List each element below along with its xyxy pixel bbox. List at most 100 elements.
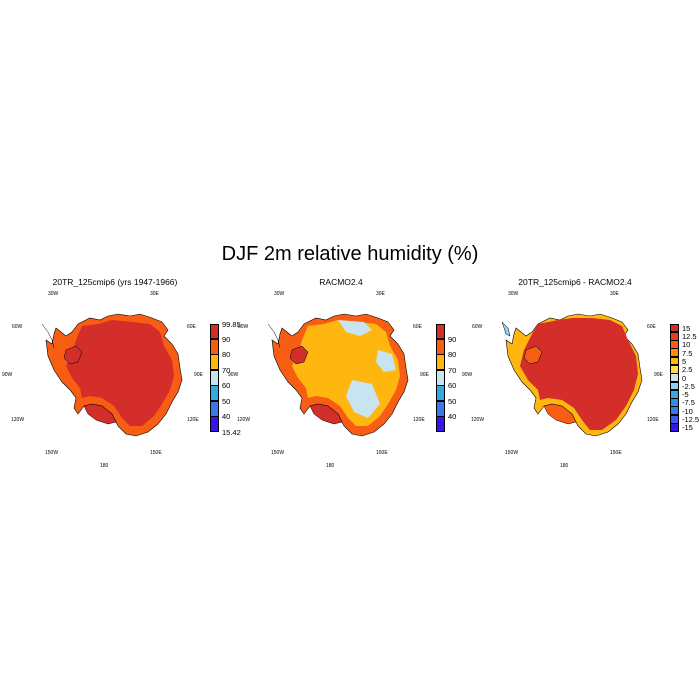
colorbar-segment [210, 400, 219, 417]
colorbar-label: 7.5 [682, 348, 693, 358]
colorbar-label: 99.85 [222, 319, 241, 329]
lon-label-90e: 90E [654, 372, 663, 378]
colorbar-segment [210, 385, 219, 402]
colorbar [210, 323, 219, 432]
colorbar-label: -12.5 [682, 415, 700, 425]
lon-label-60e: 60E [413, 324, 422, 330]
colorbar-label: 50 [448, 396, 457, 406]
lon-label-150w: 150W [505, 450, 519, 456]
panel-title: 20TR_125cmip6 - RACMO2.4 [518, 277, 632, 287]
map-panel-difference: 20TR_125cmip6 - RACMO2.4 30W 30E 60W 60E… [462, 272, 700, 472]
lon-label-120e: 120E [187, 417, 199, 423]
map-panel-model: 20TR_125cmip6 (yrs 1947-1966) 30W 30E 60… [2, 272, 243, 472]
lon-label-60w: 60W [472, 324, 483, 330]
lon-label-60e: 60E [187, 324, 196, 330]
colorbar-label: -2.5 [682, 381, 695, 391]
colorbar-label: 80 [448, 350, 457, 360]
colorbar-label: -7.5 [682, 398, 695, 408]
colorbar-label: 90 [448, 334, 457, 344]
ronne-ice-shelf [523, 345, 543, 365]
peninsula [267, 323, 281, 349]
colorbar-label: -10 [682, 406, 693, 416]
ross-ice-shelf [543, 403, 577, 425]
lon-label-60w: 60W [12, 324, 23, 330]
lon-label-90e: 90E [194, 372, 203, 378]
colorbar-segment [210, 416, 219, 432]
colorbar [670, 323, 679, 432]
colorbar-segment [436, 416, 445, 432]
colorbar-label: 5 [682, 356, 687, 366]
colorbar-label: 90 [222, 334, 231, 344]
colorbar-label: 40 [448, 412, 457, 422]
lon-label-90w: 90W [2, 372, 13, 378]
colorbar-label: 15 [682, 323, 691, 333]
lon-label-150w: 150W [271, 450, 285, 456]
colorbar-label: 80 [222, 350, 231, 360]
colorbar-segment [436, 338, 445, 355]
lon-label-180: 180 [560, 463, 569, 469]
ronne-ice-shelf [63, 345, 83, 365]
colorbar-label: -15 [682, 423, 693, 433]
colorbar-label: 50 [222, 396, 231, 406]
lon-label-60e: 60E [647, 324, 656, 330]
colorbar-label: 60 [222, 381, 231, 391]
lon-label-30e: 30E [150, 291, 159, 297]
panel-title: RACMO2.4 [319, 277, 363, 287]
lon-label-180: 180 [326, 463, 335, 469]
lon-label-150e: 150E [610, 450, 622, 456]
colorbar-segment [210, 323, 219, 340]
colorbar-segment [210, 369, 219, 386]
lon-label-150e: 150E [376, 450, 388, 456]
ross-ice-shelf [83, 403, 117, 425]
ronne-ice-shelf [289, 345, 309, 365]
lon-label-60w: 60W [238, 324, 249, 330]
lon-label-90w: 90W [462, 372, 473, 378]
light-blue-patch [376, 350, 396, 372]
colorbar-label: 2.5 [682, 365, 693, 375]
antarctica-map [501, 313, 643, 437]
colorbar-label: 10 [682, 340, 691, 350]
panel-title: 20TR_125cmip6 (yrs 1947-1966) [52, 277, 178, 287]
colorbar-label: 0 [682, 373, 687, 383]
figure-title: DJF 2m relative humidity (%) [221, 243, 479, 265]
lon-label-30w: 30W [48, 291, 59, 297]
lon-label-30e: 30E [376, 291, 385, 297]
interior-field [66, 320, 174, 426]
lon-label-90e: 90E [420, 372, 429, 378]
colorbar-label: 40 [222, 412, 231, 422]
colorbar-label: 60 [448, 381, 457, 391]
lon-label-150e: 150E [150, 450, 162, 456]
light-blue-patch [338, 320, 372, 336]
colorbar-segment [670, 423, 679, 432]
colorbar-segment [436, 400, 445, 417]
light-blue-patch [346, 380, 380, 418]
colorbar [436, 323, 445, 432]
peninsula-blue [501, 321, 511, 337]
lon-label-180: 180 [100, 463, 109, 469]
lon-label-120w: 120W [237, 417, 251, 423]
lon-label-150w: 150W [45, 450, 59, 456]
colorbar-label: 70 [448, 365, 457, 375]
map-panel-racmo: RACMO2.4 30W 30E 60W 60E 90W 90E 120W 12… [228, 272, 469, 472]
antarctica-map [41, 313, 183, 437]
colorbar-label: 15.42 [222, 427, 241, 437]
antarctica-map [267, 313, 409, 437]
lon-label-120w: 120W [11, 417, 25, 423]
peninsula [41, 323, 55, 349]
interior-field [292, 320, 400, 426]
lon-label-90w: 90W [228, 372, 239, 378]
lon-label-30e: 30E [610, 291, 619, 297]
colorbar-label: -5 [682, 390, 689, 400]
interior-field [520, 318, 638, 430]
lon-label-120e: 120E [413, 417, 425, 423]
colorbar-segment [210, 338, 219, 355]
lon-label-120w: 120W [471, 417, 485, 423]
colorbar-segment [210, 354, 219, 371]
lon-label-30w: 30W [508, 291, 519, 297]
lon-label-120e: 120E [647, 417, 659, 423]
colorbar-segment [436, 385, 445, 402]
colorbar-segment [436, 369, 445, 386]
colorbar-label: 70 [222, 365, 231, 375]
colorbar-segment [436, 323, 445, 340]
colorbar-label: 12.5 [682, 331, 697, 341]
